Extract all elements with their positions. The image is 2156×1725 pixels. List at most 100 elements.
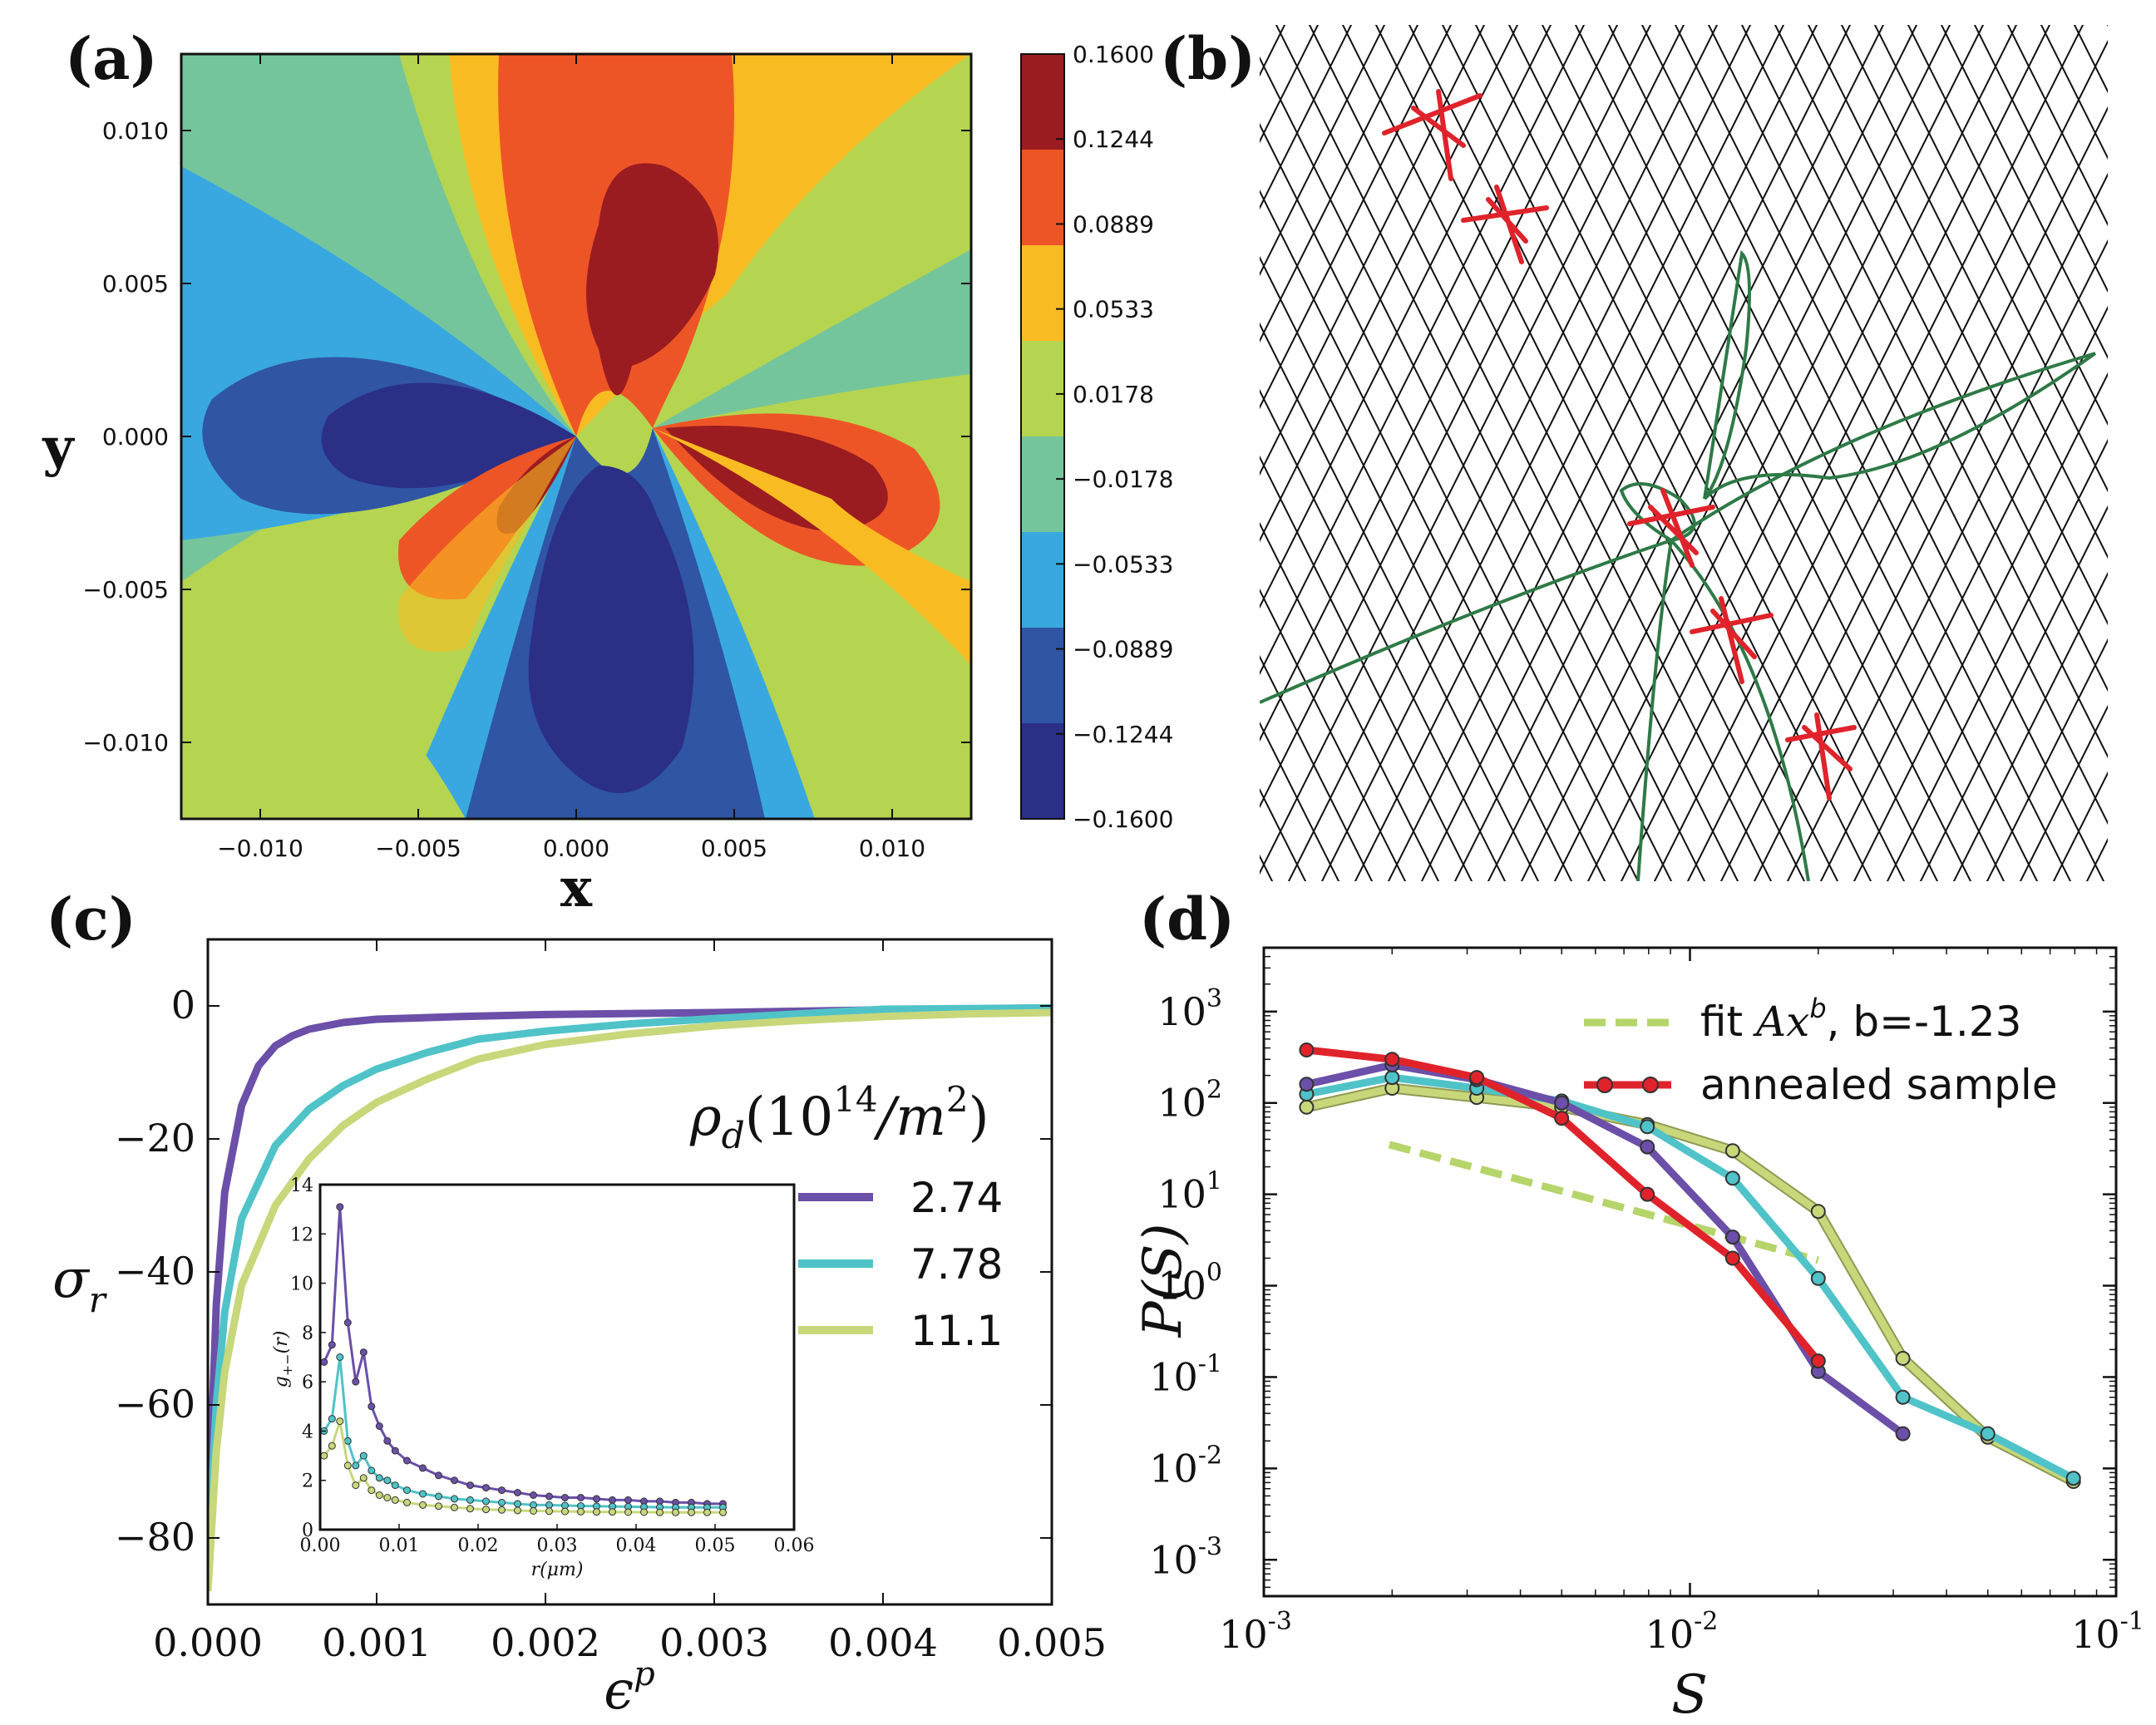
inset-point-11.1 <box>320 1451 328 1460</box>
panel-label-a: (a) <box>65 24 158 93</box>
d-point-annealed sample <box>1469 1070 1485 1086</box>
field-region-yellow-left <box>398 436 576 652</box>
d-point-11.1 <box>1895 1351 1911 1366</box>
colorbar-band <box>1021 54 1064 150</box>
slip-lines <box>1260 249 2097 881</box>
d-point-annealed sample <box>1640 1186 1655 1202</box>
inset-xtick-label: 0.04 <box>616 1535 657 1556</box>
dislocation-1 <box>1382 89 1483 181</box>
a-xtick-label: −0.010 <box>217 835 303 862</box>
a-ytick-label: 0.000 <box>102 423 169 451</box>
inset-point-7.78 <box>391 1481 399 1490</box>
inset-point-11.1 <box>609 1508 616 1516</box>
inset-point-11.1 <box>375 1491 383 1499</box>
colorbar-band <box>1021 532 1064 628</box>
inset-point-2.74 <box>624 1496 632 1504</box>
panel-d-ylabel: P(S) <box>1132 1224 1194 1338</box>
c-ytick-label: 0 <box>171 983 195 1028</box>
inset-point-11.1 <box>561 1507 569 1516</box>
inset-point-11.1 <box>466 1505 474 1513</box>
a-ytick-label: −0.010 <box>82 729 169 757</box>
d-ytick-label: 100 <box>1157 1259 1222 1309</box>
inset-ytick-label: 2 <box>302 1471 313 1492</box>
inset-point-11.1 <box>719 1508 727 1516</box>
d-point-2.74 <box>1299 1077 1315 1092</box>
inset-point-2.74 <box>352 1378 360 1386</box>
d-series-7.78 <box>1305 1073 2075 1482</box>
heatmap-field <box>181 54 971 819</box>
colorbar-band <box>1021 628 1064 724</box>
colorbar-band <box>1021 150 1064 246</box>
inset-point-11.1 <box>403 1498 411 1506</box>
inset-point-11.1 <box>419 1501 427 1509</box>
inset-point-7.78 <box>359 1451 368 1460</box>
inset-xtick-label: 0.01 <box>379 1535 420 1556</box>
d-point-7.78 <box>1384 1070 1400 1086</box>
inset-xtick-label: 0.05 <box>695 1535 736 1556</box>
a-xtick-label: 0.005 <box>701 835 767 862</box>
inset-ylabel: g+−(r) <box>271 1331 295 1388</box>
d-ytick-label: 10-1 <box>1149 1349 1222 1399</box>
inset-point-7.78 <box>383 1476 392 1485</box>
panel-c-inset: 0.00 0.01 0.02 0.03 0.04 0.05 0.0602468101214 … <box>271 1175 814 1580</box>
inset-point-7.78 <box>336 1353 344 1361</box>
a-xtick-label: −0.005 <box>375 835 461 862</box>
inset-point-2.74 <box>609 1496 616 1504</box>
inset-ytick-label: 6 <box>302 1373 313 1393</box>
inset-ytick-label: 0 <box>302 1520 313 1541</box>
inset-point-2.74 <box>403 1456 411 1465</box>
inset-point-7.78 <box>514 1500 521 1508</box>
panel-a-ticks: −0.010 −0.005 0.000 0.005 0.010 0.010 0.005 0.0… <box>82 54 971 862</box>
c-ytick-label: −80 <box>115 1515 195 1560</box>
panel-d-legend: fit Axb, b=-1.23 annealed sample <box>1584 993 2058 1109</box>
c-xtick-label: 0.004 <box>828 1620 938 1665</box>
d-point-7.78 <box>1640 1119 1655 1135</box>
panel-c-ylabel: σr <box>52 1249 108 1320</box>
inset-point-2.74 <box>391 1447 399 1455</box>
inset-point-2.74 <box>593 1495 600 1503</box>
inset-xtick-label: 0.02 <box>458 1535 499 1556</box>
inset-point-11.1 <box>545 1507 553 1516</box>
inset-point-7.78 <box>545 1501 553 1509</box>
panel-d-ticks: 10-3 10-2 10-1 103 102 101 100 10-1 10-2 10-3 <box>1149 947 2144 1657</box>
slip-line-down-right <box>1670 539 1810 881</box>
panel-label-d: (d) <box>1139 885 1235 954</box>
inset-point-7.78 <box>368 1466 376 1475</box>
inset-point-7.78 <box>328 1415 336 1423</box>
c-series-2.74 <box>208 1003 1052 1539</box>
inset-ytick-label: 14 <box>290 1175 313 1196</box>
inset-point-2.74 <box>561 1494 569 1501</box>
colorbar-label: 0.1244 <box>1073 126 1154 153</box>
panel-c-series <box>208 1003 1052 1592</box>
a-xtick-label: 0.010 <box>859 835 925 862</box>
panel-label-c: (c) <box>46 885 136 954</box>
panel-c-xlabel: ϵp <box>604 1655 654 1722</box>
crystal-lattice <box>1260 25 2108 881</box>
inset-point-11.1 <box>352 1481 360 1490</box>
inset-point-2.74 <box>435 1471 442 1480</box>
inset-point-11.1 <box>530 1507 537 1515</box>
c-legend-label-11.1: 11.1 <box>910 1307 1003 1355</box>
c-xtick-label: 0.000 <box>153 1620 263 1665</box>
d-xtick-label: 10-1 <box>2071 1607 2144 1657</box>
d-point-7.78 <box>1810 1270 1826 1286</box>
d-point-11.1 <box>1810 1204 1826 1220</box>
inset-point-2.74 <box>577 1494 585 1501</box>
inset-point-11.1 <box>577 1507 585 1516</box>
field-region-green-bottomright <box>815 682 971 819</box>
colorbar-label: −0.0889 <box>1073 636 1173 663</box>
inset-ytick-label: 12 <box>290 1225 313 1245</box>
d-ytick-label: 10-2 <box>1149 1441 1222 1491</box>
inset-point-2.74 <box>375 1422 383 1430</box>
inset-point-2.74 <box>482 1484 490 1492</box>
panel-c-legend-entries: 2.74 7.78 11.1 <box>798 1174 1003 1355</box>
c-xtick-label: 0.001 <box>322 1620 432 1665</box>
d-series-11.1 <box>1305 1084 2075 1485</box>
d-point-annealed sample <box>1724 1250 1740 1266</box>
inset-point-2.74 <box>545 1492 553 1501</box>
d-point-7.78 <box>2065 1471 2081 1486</box>
inset-point-11.1 <box>672 1508 679 1516</box>
colorbar: 0.1600 0.1244 0.0889 0.0533 0.0178 −0.0178 −0.… <box>1020 41 1173 833</box>
colorbar-label: 0.0178 <box>1073 381 1154 408</box>
slip-line-right <box>1703 352 2097 500</box>
